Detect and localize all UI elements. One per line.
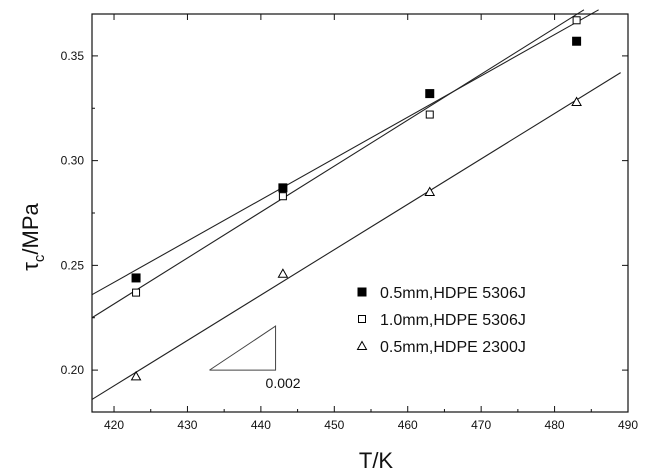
data-point-series-1	[131, 273, 141, 283]
x-tick-label: 460	[398, 418, 418, 432]
x-tick-label: 440	[251, 418, 271, 432]
y-tick-label: 0.20	[61, 363, 85, 377]
y-axis-label: τc/MPa	[18, 202, 48, 270]
data-points	[130, 16, 582, 381]
data-point-series-2	[278, 192, 287, 201]
plot-frame	[91, 13, 629, 413]
y-tick-label: 0.25	[61, 258, 85, 272]
legend-marker-series-1	[357, 287, 367, 297]
slope-label: 0.002	[266, 375, 301, 391]
data-point-series-2	[425, 110, 434, 119]
data-point-series-3	[424, 186, 436, 197]
data-point-series-1	[278, 183, 288, 193]
x-tick-label: 480	[545, 418, 565, 432]
legend-marker-series-3	[356, 340, 368, 350]
x-tick-label: 490	[618, 418, 638, 432]
y-tick-label: 0.30	[61, 154, 85, 168]
fit-line-series-3	[91, 72, 621, 400]
data-point-series-3	[130, 370, 142, 381]
fit-line-series-2	[91, 9, 585, 319]
x-tick-label: 420	[104, 418, 124, 432]
data-point-series-2	[572, 16, 581, 25]
fit-line-series-1	[91, 9, 599, 296]
ticks: 420 430 440 450 460 470 480 490 0.20 0.25 0.30 0.35	[61, 14, 638, 432]
y-axis-label-sub: c	[31, 254, 48, 262]
slope-triangle	[209, 325, 277, 371]
x-tick-label: 450	[324, 418, 344, 432]
legend-label-series-3: 0.5mm,HDPE 2300J	[380, 339, 526, 356]
legend-marker-series-2	[358, 315, 366, 323]
legend: 0.5mm,HDPE 5306J 1.0mm,HDPE 5306J 0.5mm,HD…	[356, 285, 526, 356]
data-point-series-3	[277, 268, 289, 278]
x-axis-label: T/K	[359, 448, 394, 473]
legend-label-series-1: 0.5mm,HDPE 5306J	[380, 285, 526, 302]
x-tick-label: 430	[177, 418, 197, 432]
y-tick-label: 0.35	[61, 49, 85, 63]
fit-lines	[91, 9, 621, 400]
axes	[91, 13, 629, 413]
x-tick-label: 470	[471, 418, 491, 432]
legend-label-series-2: 1.0mm,HDPE 5306J	[380, 312, 526, 329]
y-axis-label-rest: /MPa	[18, 202, 43, 254]
data-point-series-2	[132, 288, 141, 297]
y-axis-label-main: τ	[18, 262, 43, 271]
data-point-series-1	[425, 89, 435, 99]
slope-annotation: 0.002	[209, 325, 301, 391]
data-point-series-1	[572, 36, 582, 46]
data-point-series-3	[571, 96, 582, 106]
